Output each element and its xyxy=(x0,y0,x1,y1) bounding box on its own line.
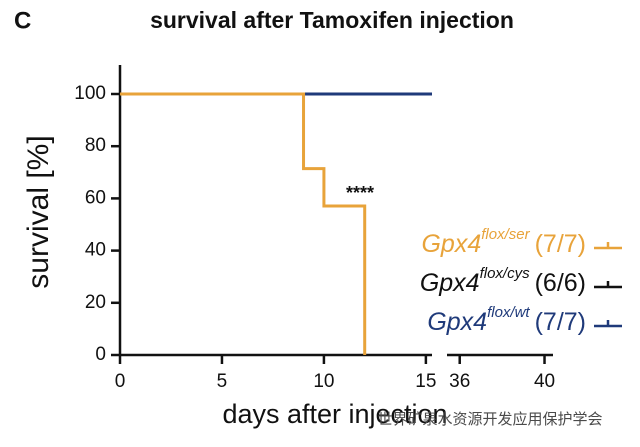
x-tick-label: 10 xyxy=(313,371,334,392)
y-tick-label: 40 xyxy=(85,240,106,261)
x-tick-label: 40 xyxy=(534,371,555,392)
legend-entry: Gpx4flox/cys (6/6) xyxy=(420,265,586,297)
y-tick-label: 80 xyxy=(85,135,106,156)
annotation: **** xyxy=(346,183,374,203)
legend-count: (6/6) xyxy=(535,269,586,297)
legend-name: Gpx4 xyxy=(427,308,487,336)
x-tick-label: 5 xyxy=(217,371,228,392)
watermark: 世界矿泉水资源开发应用保护学会 xyxy=(377,410,602,428)
legend-sup: flox/cys xyxy=(480,265,531,282)
y-tick-label: 100 xyxy=(74,83,106,104)
legend-sup: flox/ser xyxy=(481,226,530,243)
chart-title: survival after Tamoxifen injection xyxy=(150,7,514,33)
x-tick-label: 0 xyxy=(115,371,126,392)
y-tick-label: 20 xyxy=(85,292,106,313)
y-tick-label: 60 xyxy=(85,187,106,208)
x-tick-label: 36 xyxy=(449,371,470,392)
x-tick-label: 15 xyxy=(415,371,436,392)
survival-curve xyxy=(120,92,367,355)
legend-sup: flox/wt xyxy=(487,304,530,321)
panel-label: C xyxy=(14,7,31,34)
y-axis-label: survival [%] xyxy=(22,135,55,288)
legend-count: (7/7) xyxy=(535,308,586,336)
legend-entry: Gpx4flox/ser (7/7) xyxy=(421,226,586,258)
y-tick-label: 0 xyxy=(95,344,106,365)
x-axis-label: days after injection xyxy=(222,399,447,429)
legend-name: Gpx4 xyxy=(420,269,480,297)
legend-name: Gpx4 xyxy=(421,230,481,258)
legend-entry: Gpx4flox/wt (7/7) xyxy=(427,304,586,336)
legend-count: (7/7) xyxy=(535,230,586,258)
